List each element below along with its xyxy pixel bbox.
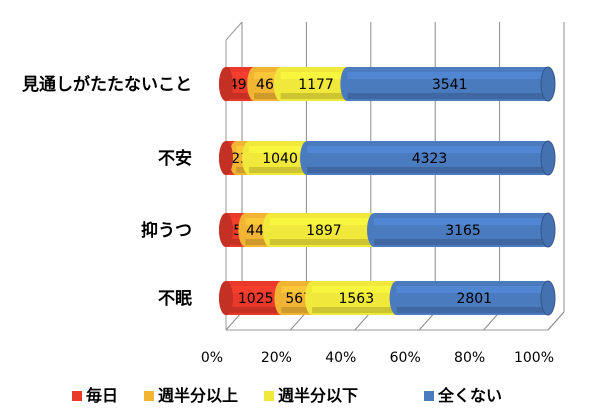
bar-end-cap — [540, 280, 556, 316]
bar-shadow — [226, 167, 237, 173]
bar-shadow — [374, 239, 548, 245]
side-wall-top — [225, 21, 243, 41]
legend-item: 週半分以下 — [264, 386, 358, 405]
legend-swatch — [144, 391, 154, 401]
bar-shadow — [307, 167, 548, 173]
x-tick-label: 60% — [390, 350, 421, 366]
category-label: 不眠 — [158, 289, 192, 309]
bar-segment: 1563 — [305, 281, 404, 315]
bar-highlight — [347, 72, 548, 79]
category-label: 見通しがたたないこと — [21, 74, 192, 95]
legend-label: 毎日 — [86, 386, 118, 405]
bar-highlight — [226, 218, 246, 225]
bar-shadow — [236, 167, 250, 173]
legend-item: 週半分以上 — [144, 386, 238, 405]
bar-shadow — [269, 239, 375, 245]
bar-highlight — [245, 218, 270, 225]
bar-shadow — [281, 307, 313, 313]
legend-label: 週半分以上 — [158, 386, 238, 405]
bar-highlight — [281, 286, 313, 293]
data-label: 4323 — [412, 151, 448, 167]
bar-end-cap — [540, 66, 556, 102]
bar-highlight — [226, 72, 255, 79]
data-label: 1177 — [298, 77, 334, 93]
data-label: 1563 — [338, 291, 374, 307]
gridline-floor — [547, 311, 565, 331]
bar-shadow — [226, 239, 246, 245]
bar-highlight — [374, 218, 548, 225]
x-tick-label: 0% — [201, 350, 223, 366]
bar-segment: 4323 — [300, 140, 556, 176]
bar-shadow — [280, 93, 348, 99]
bar-start-cap — [219, 141, 233, 175]
data-label: 3541 — [432, 77, 468, 93]
bar-highlight — [307, 146, 548, 153]
bar-start-cap — [219, 213, 233, 247]
bar-shadow — [254, 93, 281, 99]
legend-item: 毎日 — [72, 386, 118, 405]
legend-swatch — [72, 391, 82, 401]
bar-highlight — [280, 72, 348, 79]
bar-shadow — [245, 239, 270, 245]
category-label: 抑うつ — [141, 220, 192, 241]
data-label: 3165 — [445, 223, 481, 239]
bar-end-cap — [540, 212, 556, 248]
bar-start-cap — [219, 281, 233, 315]
category-label: 不安 — [158, 148, 192, 169]
bar-shadow — [226, 307, 282, 313]
bar-segment: 3165 — [367, 212, 556, 248]
bar-segment: 1897 — [262, 213, 382, 247]
bar-highlight — [254, 72, 281, 79]
x-tick-label: 20% — [261, 350, 292, 366]
data-label: 2801 — [456, 291, 492, 307]
bar-segment: 2801 — [389, 280, 556, 316]
bar-segment: 1177 — [273, 67, 355, 101]
x-tick-label: 100% — [514, 350, 554, 366]
bar-shadow — [312, 307, 397, 313]
bars: 4974681177354118323110404323352444189731… — [219, 66, 556, 316]
data-label: 1025 — [238, 291, 274, 307]
legend-label: 全くない — [437, 386, 502, 405]
bar-start-cap — [219, 67, 233, 101]
bar-highlight — [249, 146, 308, 153]
data-label: 1040 — [262, 151, 298, 167]
bar-segment: 1040 — [242, 141, 315, 175]
legend-swatch — [264, 391, 274, 401]
bar-highlight — [312, 286, 397, 293]
data-label: 1897 — [306, 223, 342, 239]
x-axis-ticks: 0% 20% 40% 60% 80% 100% — [201, 350, 554, 366]
bar-highlight — [236, 146, 250, 153]
bar-highlight — [226, 286, 282, 293]
bar-highlight — [269, 218, 375, 225]
bar-shadow — [396, 307, 548, 313]
bar-segment: 3541 — [340, 66, 556, 102]
bar-segment: 1025 — [219, 281, 289, 315]
legend-swatch — [424, 391, 434, 401]
bar-shadow — [226, 93, 255, 99]
bar-shadow — [347, 93, 548, 99]
x-tick-label: 80% — [454, 350, 485, 366]
legend-item: 全くない — [424, 386, 502, 405]
legend: 毎日 週半分以上 週半分以下 全くない — [72, 386, 502, 405]
bar-shadow — [249, 167, 308, 173]
bar-highlight — [396, 286, 548, 293]
bar-end-cap — [540, 140, 556, 176]
legend-label: 週半分以下 — [278, 386, 358, 405]
x-tick-label: 40% — [325, 350, 356, 366]
